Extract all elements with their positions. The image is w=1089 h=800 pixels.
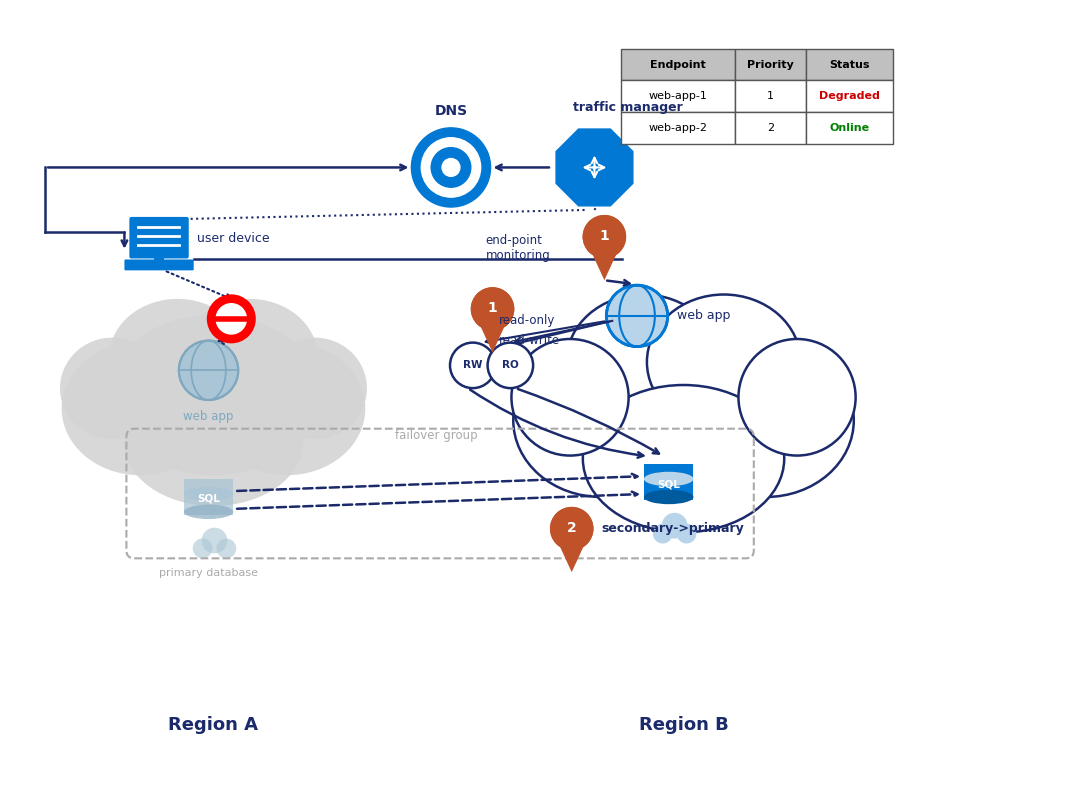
- Ellipse shape: [184, 505, 233, 519]
- Ellipse shape: [184, 486, 233, 501]
- Circle shape: [583, 215, 626, 258]
- Text: Endpoint: Endpoint: [650, 59, 706, 70]
- Bar: [644, 464, 694, 500]
- Text: failover group: failover group: [395, 429, 477, 442]
- Bar: [735, 80, 806, 112]
- Ellipse shape: [62, 342, 219, 475]
- Text: SQL: SQL: [658, 479, 681, 489]
- Ellipse shape: [564, 313, 803, 497]
- Ellipse shape: [209, 342, 365, 475]
- Circle shape: [421, 138, 480, 197]
- Bar: [806, 80, 893, 112]
- Text: 1: 1: [767, 91, 774, 101]
- Text: Status: Status: [830, 59, 870, 70]
- Text: 1: 1: [488, 301, 498, 315]
- Circle shape: [550, 507, 594, 550]
- Circle shape: [607, 286, 668, 346]
- Text: 2: 2: [767, 123, 774, 133]
- Text: 2: 2: [567, 521, 576, 534]
- Text: web-app-1: web-app-1: [649, 91, 708, 101]
- Polygon shape: [474, 312, 511, 353]
- Ellipse shape: [678, 343, 854, 497]
- Circle shape: [442, 158, 460, 176]
- Ellipse shape: [738, 339, 856, 455]
- Bar: [735, 49, 806, 80]
- Polygon shape: [556, 129, 633, 206]
- Text: DNS: DNS: [435, 104, 467, 118]
- Circle shape: [653, 524, 673, 543]
- Text: traffic manager: traffic manager: [573, 101, 683, 114]
- Polygon shape: [553, 532, 590, 572]
- Text: primary database: primary database: [159, 568, 258, 578]
- Text: SQL: SQL: [197, 494, 220, 504]
- Text: Degraded: Degraded: [819, 91, 880, 101]
- Ellipse shape: [60, 338, 164, 439]
- Circle shape: [676, 524, 696, 543]
- Circle shape: [470, 287, 514, 330]
- Text: web app: web app: [183, 410, 234, 423]
- Text: Priority: Priority: [747, 59, 794, 70]
- Text: web app: web app: [676, 310, 730, 322]
- Circle shape: [431, 148, 470, 187]
- Circle shape: [208, 296, 254, 342]
- Ellipse shape: [124, 378, 304, 506]
- Ellipse shape: [512, 339, 628, 455]
- Bar: [155, 254, 164, 262]
- Circle shape: [583, 215, 626, 258]
- Ellipse shape: [109, 299, 246, 417]
- Text: secondary->primary: secondary->primary: [601, 522, 744, 535]
- Ellipse shape: [108, 315, 319, 475]
- Text: read-only: read-only: [499, 314, 555, 327]
- Bar: [621, 80, 735, 112]
- Bar: [806, 49, 893, 80]
- Circle shape: [412, 128, 490, 207]
- Text: user device: user device: [197, 232, 269, 245]
- Polygon shape: [586, 240, 623, 280]
- Circle shape: [179, 341, 238, 400]
- Bar: [184, 478, 233, 514]
- Circle shape: [216, 303, 247, 334]
- Bar: [735, 112, 806, 144]
- Ellipse shape: [513, 343, 689, 497]
- FancyBboxPatch shape: [130, 217, 188, 258]
- Ellipse shape: [583, 385, 784, 532]
- FancyBboxPatch shape: [124, 259, 194, 270]
- Text: RW: RW: [463, 360, 482, 370]
- Bar: [806, 112, 893, 144]
- Text: read-write: read-write: [499, 334, 560, 347]
- Circle shape: [450, 342, 495, 388]
- Circle shape: [217, 538, 236, 558]
- Circle shape: [662, 513, 687, 538]
- Text: Region B: Region B: [638, 715, 729, 734]
- Ellipse shape: [647, 294, 800, 430]
- Ellipse shape: [181, 299, 318, 417]
- Circle shape: [550, 507, 594, 550]
- Text: 1: 1: [600, 229, 609, 242]
- Circle shape: [488, 342, 534, 388]
- Bar: [621, 112, 735, 144]
- Text: RO: RO: [502, 360, 518, 370]
- Bar: [621, 49, 735, 80]
- Ellipse shape: [566, 294, 720, 430]
- Text: Online: Online: [830, 123, 870, 133]
- Text: web-app-2: web-app-2: [649, 123, 708, 133]
- Circle shape: [201, 528, 228, 554]
- Ellipse shape: [262, 338, 367, 439]
- Ellipse shape: [644, 490, 694, 504]
- Circle shape: [470, 287, 514, 330]
- Text: Region A: Region A: [169, 715, 258, 734]
- Ellipse shape: [644, 472, 694, 486]
- Text: end-point
monitoring: end-point monitoring: [486, 234, 550, 262]
- Circle shape: [193, 538, 212, 558]
